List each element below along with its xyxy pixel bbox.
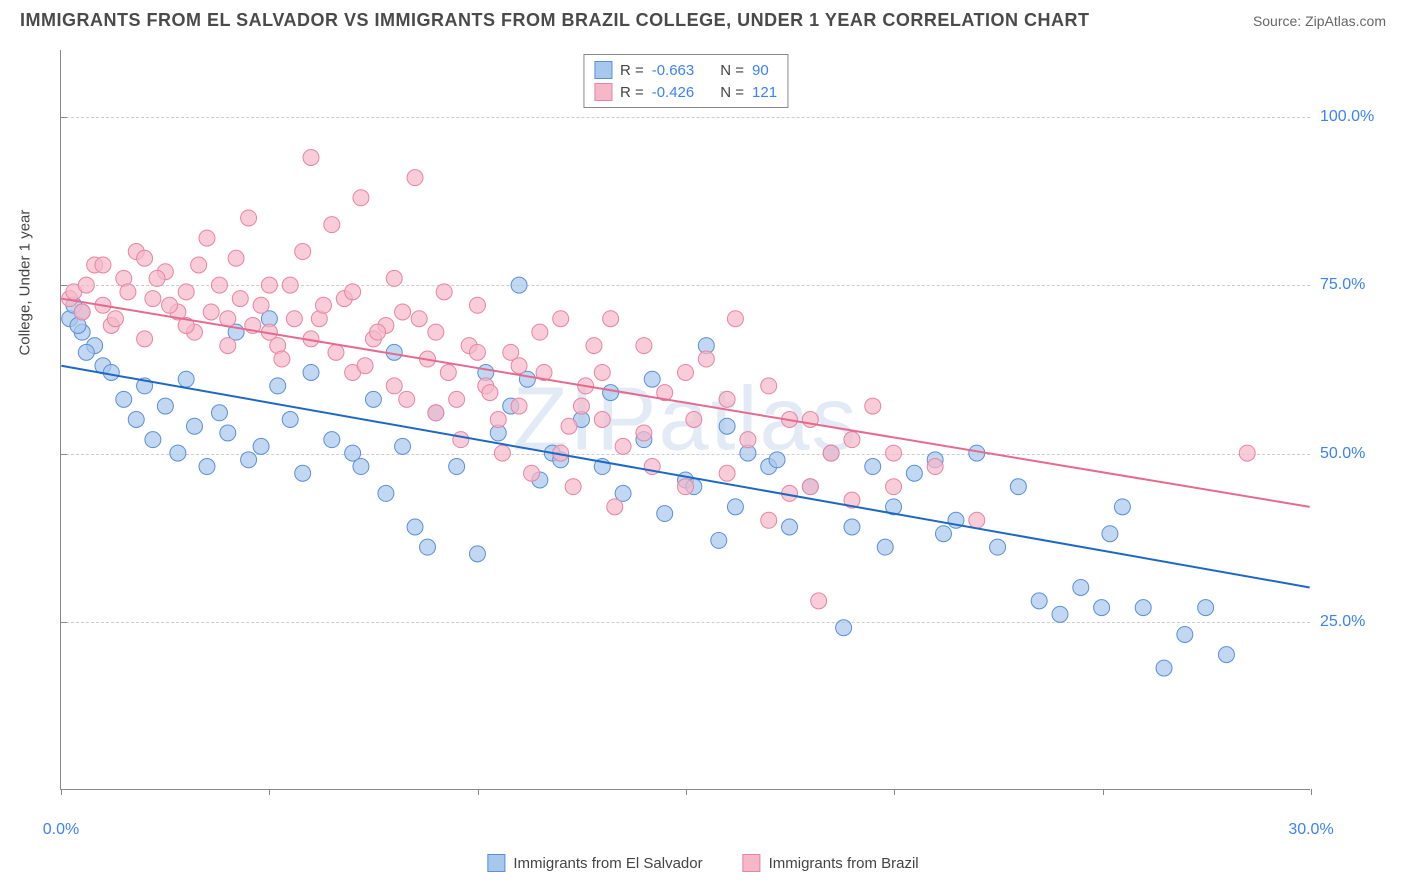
- x-tick-label: 30.0%: [1288, 821, 1333, 839]
- chart-title: IMMIGRANTS FROM EL SALVADOR VS IMMIGRANT…: [20, 10, 1090, 31]
- y-axis-title: College, Under 1 year: [17, 210, 34, 356]
- swatch-icon: [594, 83, 612, 101]
- scatter-plot: [61, 50, 1310, 789]
- swatch-icon: [594, 61, 612, 79]
- legend-label: Immigrants from El Salvador: [513, 855, 702, 872]
- legend-label: Immigrants from Brazil: [769, 855, 919, 872]
- source-text: Source: ZipAtlas.com: [1253, 13, 1386, 29]
- swatch-icon: [487, 854, 505, 872]
- y-tick-label: 50.0%: [1320, 445, 1380, 463]
- legend-row-1: R = -0.426 N = 121: [594, 81, 777, 103]
- y-tick-label: 100.0%: [1320, 108, 1380, 126]
- x-tick-label: 0.0%: [43, 821, 79, 839]
- chart-area: ZIPatlas R = -0.663 N = 90 R = -0.426 N …: [60, 50, 1310, 790]
- series-legend: Immigrants from El Salvador Immigrants f…: [487, 854, 918, 872]
- y-tick-label: 25.0%: [1320, 613, 1380, 631]
- swatch-icon: [743, 854, 761, 872]
- legend-item-0: Immigrants from El Salvador: [487, 854, 702, 872]
- correlation-legend: R = -0.663 N = 90 R = -0.426 N = 121: [583, 54, 788, 108]
- chart-header: IMMIGRANTS FROM EL SALVADOR VS IMMIGRANT…: [20, 10, 1386, 31]
- legend-item-1: Immigrants from Brazil: [743, 854, 919, 872]
- y-tick-label: 75.0%: [1320, 276, 1380, 294]
- legend-row-0: R = -0.663 N = 90: [594, 59, 777, 81]
